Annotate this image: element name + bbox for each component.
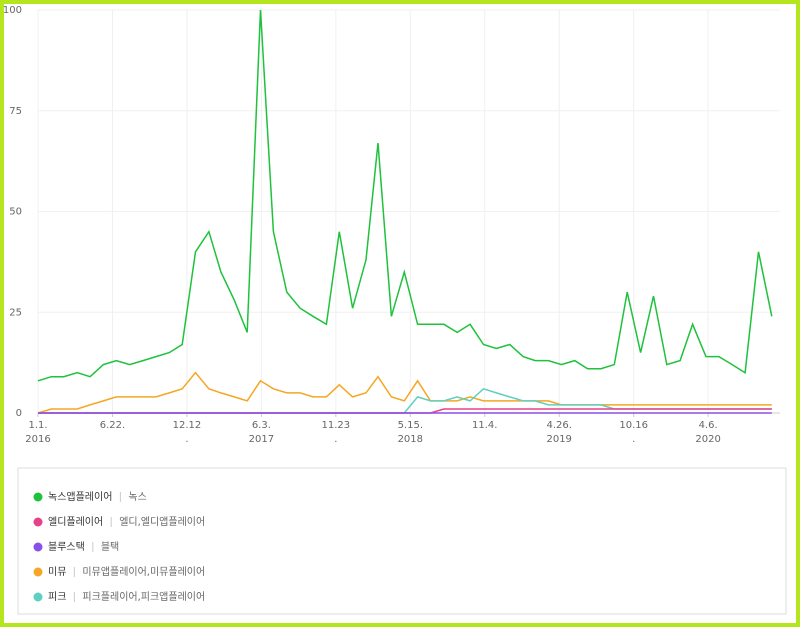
legend-marker: [33, 567, 43, 577]
x-tick-label: 4.6.: [699, 420, 718, 431]
y-tick-label: 50: [9, 207, 22, 218]
x-tick-sublabel: 2019: [546, 434, 571, 445]
legend-marker: [33, 542, 43, 552]
legend-keywords: 미뮤앱플레이어,미뮤플레이어: [82, 566, 205, 578]
legend-box: [17, 467, 787, 615]
x-tick-label: 6.22.: [100, 420, 125, 431]
legend-marker: [33, 492, 43, 502]
legend-label: 블루스택: [48, 541, 85, 553]
x-tick-sublabel: .: [185, 434, 188, 445]
x-tick-sublabel: 2017: [249, 434, 274, 445]
legend-keywords: 블택: [101, 541, 119, 553]
legend-label: 녹스앱플레이어: [48, 491, 112, 503]
legend-keywords: 엘디,엘디앱플레이어: [119, 515, 205, 528]
series-line: [37, 371, 772, 414]
legend-keywords: 피크플레이어,피크앱플레이어: [82, 591, 205, 603]
x-tick-sublabel: 2016: [25, 434, 50, 445]
x-tick-label: 1.1.: [28, 420, 47, 431]
x-tick-sublabel: 2018: [398, 434, 423, 445]
x-tick-label: 11.4.: [472, 420, 497, 431]
y-tick-label: 75: [9, 106, 22, 117]
chart: 0 25 50 75 100 1.1. 2016 6.22. 12.12. 6.3. 2017 11.…: [4, 5, 787, 615]
legend-keywords: 녹스: [128, 491, 146, 503]
x-tick-label: 10.16: [619, 420, 648, 431]
y-tick-label: 100: [4, 5, 22, 16]
x-tick-label: 5.15.: [398, 420, 423, 431]
legend-marker: [33, 517, 43, 527]
x-tick-label: 11.23: [322, 420, 351, 431]
y-tick-label: 25: [9, 307, 22, 318]
x-tick-sublabel: 2020: [695, 434, 720, 445]
legend-marker: [33, 592, 43, 602]
series-line: [37, 9, 773, 382]
x-tick-sublabel: .: [334, 434, 337, 445]
legend-label: 엘디플레이어: [48, 515, 103, 528]
y-tick-label: 0: [16, 408, 22, 419]
x-tick-label: 12.12: [173, 420, 202, 431]
legend-label: 피크: [48, 591, 66, 603]
x-tick-sublabel: .: [632, 434, 635, 445]
legend-label: 미뮤: [48, 566, 66, 578]
x-tick-label: 4.26.: [546, 420, 571, 431]
x-tick-label: 6.3.: [252, 420, 271, 431]
